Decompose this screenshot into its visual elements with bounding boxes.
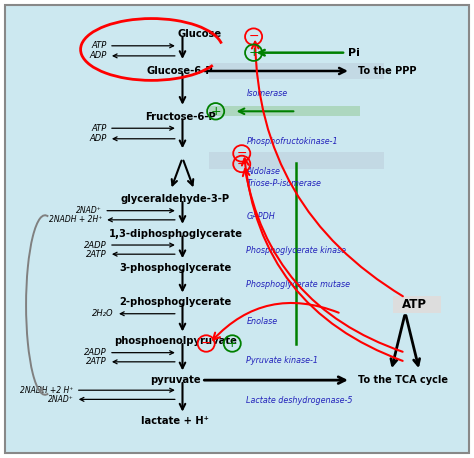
Text: Phosphofructokinase-1: Phosphofructokinase-1 bbox=[246, 136, 338, 146]
Text: phosphoenolpyruvate: phosphoenolpyruvate bbox=[114, 336, 237, 346]
Text: 2H₂O: 2H₂O bbox=[92, 309, 114, 318]
FancyArrowPatch shape bbox=[213, 303, 339, 340]
Text: Pyruvate kinase-1: Pyruvate kinase-1 bbox=[246, 356, 319, 365]
Text: 2NADH +2 H⁺: 2NADH +2 H⁺ bbox=[20, 386, 73, 395]
Text: 2NAD⁺: 2NAD⁺ bbox=[48, 395, 73, 404]
Text: 2ATP: 2ATP bbox=[86, 250, 107, 259]
Text: lactate + H⁺: lactate + H⁺ bbox=[141, 416, 210, 426]
Text: Lactate deshydrogenase-5: Lactate deshydrogenase-5 bbox=[246, 396, 353, 405]
Text: Glucose-6-P: Glucose-6-P bbox=[147, 66, 213, 76]
Text: ADP: ADP bbox=[90, 51, 107, 60]
Text: Aldolase: Aldolase bbox=[246, 167, 280, 176]
Text: glyceraldehyde-3-P: glyceraldehyde-3-P bbox=[121, 194, 230, 204]
Text: 1,3-diphosphoglycerate: 1,3-diphosphoglycerate bbox=[109, 229, 242, 239]
FancyArrowPatch shape bbox=[252, 42, 403, 296]
Text: Phosphoglycerate mutase: Phosphoglycerate mutase bbox=[246, 280, 350, 289]
Text: 3-phosphoglycerate: 3-phosphoglycerate bbox=[119, 263, 231, 273]
Text: 2ADP: 2ADP bbox=[84, 348, 107, 357]
Text: Glucose: Glucose bbox=[177, 29, 221, 39]
Text: +: + bbox=[248, 46, 259, 59]
Text: 2NADH + 2H⁺: 2NADH + 2H⁺ bbox=[49, 215, 102, 224]
Text: 2-phosphoglycerate: 2-phosphoglycerate bbox=[119, 297, 231, 307]
Text: Pi: Pi bbox=[348, 48, 360, 58]
Bar bbox=[209, 152, 384, 169]
Bar bbox=[393, 296, 441, 313]
Text: GAPDH: GAPDH bbox=[246, 212, 275, 221]
Text: Triose-P-isomerase: Triose-P-isomerase bbox=[246, 179, 321, 188]
Text: −: − bbox=[201, 337, 211, 350]
Text: Isomerase: Isomerase bbox=[246, 89, 288, 98]
Bar bbox=[209, 63, 384, 79]
Text: To the PPP: To the PPP bbox=[358, 66, 416, 76]
Text: 2ADP: 2ADP bbox=[84, 240, 107, 250]
Text: 2NAD⁺: 2NAD⁺ bbox=[76, 206, 102, 215]
Text: Enolase: Enolase bbox=[246, 317, 278, 326]
Text: Phosphoglycerate kinase: Phosphoglycerate kinase bbox=[246, 246, 346, 255]
Text: −: − bbox=[237, 147, 247, 160]
FancyArrowPatch shape bbox=[242, 158, 402, 361]
Text: Fructose-6-P: Fructose-6-P bbox=[145, 112, 216, 122]
FancyBboxPatch shape bbox=[5, 5, 469, 453]
Text: +: + bbox=[210, 105, 221, 118]
Text: ATP: ATP bbox=[91, 124, 107, 133]
Text: +: + bbox=[227, 337, 237, 350]
Text: 2ATP: 2ATP bbox=[86, 357, 107, 366]
FancyArrowPatch shape bbox=[243, 169, 402, 352]
Text: ATP: ATP bbox=[91, 41, 107, 50]
Text: −: − bbox=[248, 30, 259, 43]
Text: To the TCA cycle: To the TCA cycle bbox=[358, 375, 448, 385]
Text: ADP: ADP bbox=[90, 134, 107, 143]
Text: pyruvate: pyruvate bbox=[150, 375, 201, 385]
Text: −: − bbox=[237, 158, 247, 170]
Bar bbox=[209, 106, 360, 116]
Text: ATP: ATP bbox=[402, 298, 427, 311]
